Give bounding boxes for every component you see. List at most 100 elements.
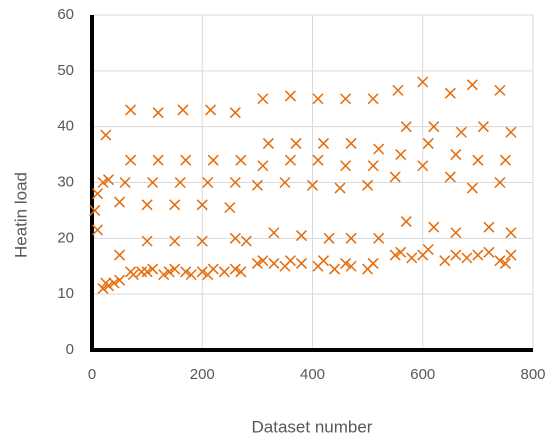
point [204,104,217,116]
point [400,121,412,133]
point [417,160,429,172]
point [472,249,484,261]
point [141,266,153,278]
y-tick-label: 40 [57,118,74,135]
point [466,182,478,194]
point [505,249,517,261]
point [158,269,170,281]
point [91,224,104,236]
point [257,255,269,267]
point [483,246,495,258]
point [235,154,247,166]
point [392,84,404,96]
point [340,160,352,172]
point [224,202,236,214]
point [108,277,120,289]
point [345,260,357,272]
point [196,266,208,278]
point [229,263,241,275]
point [340,93,352,105]
point [422,243,434,256]
point [202,176,214,189]
x-tick-label: 0 [88,366,96,383]
point [185,269,197,281]
point [89,204,101,216]
x-tick-label: 400 [300,366,325,383]
y-axis-label: Heatin load [11,172,30,258]
point [279,176,291,189]
point [114,196,126,208]
point [428,121,440,133]
point [97,176,109,189]
point [367,160,379,172]
point [373,143,385,155]
point [389,249,401,261]
x-tick-label: 800 [520,366,545,383]
point [417,76,429,88]
point [494,255,506,267]
point [136,266,148,278]
point [444,171,456,183]
point [91,188,104,200]
point [505,227,517,239]
point [100,129,112,141]
point [334,182,346,194]
point [395,246,407,258]
point [97,283,109,295]
point [169,235,181,247]
point [345,232,357,244]
point [450,227,462,239]
point [317,255,330,267]
point [406,252,418,264]
point [312,93,324,105]
point [141,235,153,247]
point [312,154,324,166]
point [439,255,451,267]
point [373,232,385,244]
point [306,179,319,191]
point [229,232,241,244]
point [169,199,181,211]
y-tick-label: 20 [57,229,74,246]
point [119,176,131,189]
point [494,84,506,96]
point [207,263,219,275]
point [284,255,296,267]
y-tick-label: 50 [57,62,74,79]
point [127,269,139,281]
point [505,126,517,138]
point [395,149,407,161]
point [177,104,189,116]
point [103,174,115,186]
y-tick-label: 60 [57,6,74,23]
y-tick-label: 30 [57,173,74,190]
point [235,266,247,278]
point [251,179,263,191]
point [499,257,511,269]
x-tick-label: 600 [410,366,435,383]
point [207,154,219,166]
point [345,137,357,149]
point [472,154,484,166]
point [455,126,467,138]
point [257,93,269,105]
point [428,221,440,233]
point [499,154,511,166]
point [152,107,164,119]
point [268,227,280,239]
point [169,263,181,275]
point [450,149,462,161]
point [494,176,506,189]
point [466,79,478,91]
point [323,232,335,244]
point [125,104,137,116]
x-tick-label: 200 [190,366,215,383]
point [317,137,330,149]
point [125,154,137,166]
point [180,266,192,278]
point [262,137,274,149]
point [340,257,352,269]
point [240,235,252,247]
point [461,252,473,264]
